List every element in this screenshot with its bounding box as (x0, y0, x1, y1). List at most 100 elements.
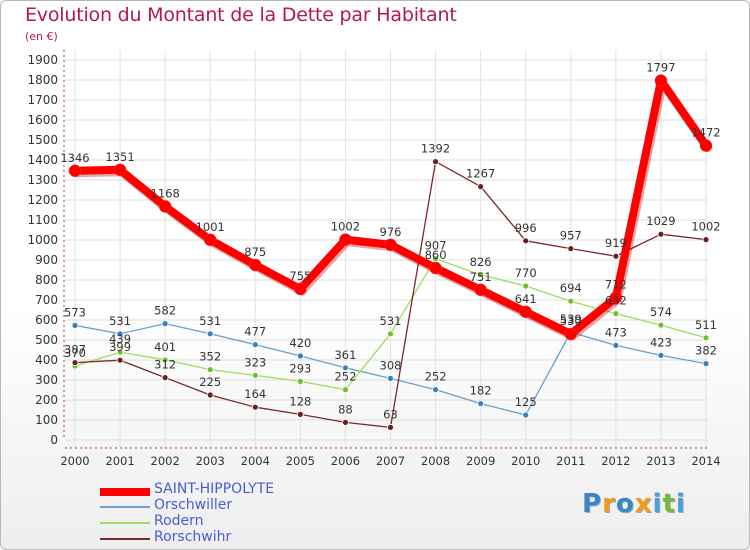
y-tick-label: 900 (35, 253, 58, 267)
point-rodern (342, 386, 349, 394)
point-rodern (116, 348, 124, 356)
point-rorschwihr (702, 236, 710, 244)
point-rodern (296, 377, 304, 385)
x-tick-label: 2009 (466, 454, 495, 468)
point-rorschwihr (522, 237, 530, 245)
point-saint-hippolyte (654, 74, 668, 87)
y-tick-label: 0 (50, 433, 58, 447)
point-rodern (612, 310, 620, 318)
legend-label: Rorschwihr (154, 529, 232, 545)
point-saint-hippolyte (158, 200, 172, 213)
point-rodern (161, 356, 169, 364)
data-label-orschwiller: 573 (64, 305, 86, 319)
logo-letter: t (662, 489, 676, 519)
point-orschwiller (206, 330, 214, 338)
x-tick-label: 2001 (105, 454, 134, 468)
data-label-orschwiller: 252 (425, 370, 447, 384)
point-rodern (387, 330, 394, 338)
data-label-orschwiller: 125 (515, 395, 537, 409)
data-label-rodern: 632 (605, 294, 627, 308)
data-label-saint-hippolyte: 875 (244, 245, 266, 259)
logo-letter: x (634, 489, 653, 519)
legend-swatch (100, 538, 150, 540)
data-label-saint-hippolyte: 1797 (646, 61, 675, 75)
data-label-saint-hippolyte: 712 (605, 278, 627, 292)
point-rodern (251, 371, 259, 379)
legend-swatch (100, 522, 150, 524)
legend-item-saint-hippolyte: SAINT-HIPPOLYTE (100, 481, 350, 498)
data-label-orschwiller: 531 (109, 314, 131, 328)
x-tick-label: 2012 (601, 454, 630, 468)
data-label-rorschwihr: 1267 (466, 167, 495, 181)
point-rorschwihr (161, 374, 169, 382)
data-label-saint-hippolyte: 1472 (691, 126, 720, 140)
y-tick-label: 700 (35, 293, 58, 307)
data-label-orschwiller: 182 (470, 384, 492, 398)
data-label-rorschwihr: 1392 (421, 142, 450, 156)
x-tick-label: 2011 (556, 454, 585, 468)
point-rorschwihr (206, 391, 214, 399)
data-label-rodern: 574 (650, 305, 672, 319)
data-label-orschwiller: 420 (289, 336, 311, 350)
point-saint-hippolyte (249, 258, 262, 272)
x-tick-label: 2010 (511, 454, 540, 468)
axes: 0 100 200 300 400 500 600 700 800 900 1000 1100 1200… (27, 50, 721, 468)
y-tick-label: 1800 (27, 73, 58, 87)
y-tick-label: 1600 (27, 113, 58, 127)
data-labels: 573 531 582 531 477 420 361 308 252 182 125 539 473 4… (60, 61, 720, 422)
x-tick-label: 2005 (286, 454, 315, 468)
x-tick-label: 2003 (196, 454, 225, 468)
point-saint-hippolyte (384, 238, 397, 252)
chart-title: Evolution du Montant de la Dette par Hab… (25, 4, 457, 26)
data-label-orschwiller: 477 (244, 325, 266, 339)
point-saint-hippolyte (429, 261, 442, 275)
point-orschwiller (116, 330, 124, 338)
y-tick-label: 500 (35, 333, 58, 347)
point-orschwiller (612, 341, 620, 349)
point-saint-hippolyte (564, 327, 578, 341)
chart-subtitle: (en €) (25, 30, 58, 43)
y-tick-label: 1300 (27, 173, 58, 187)
data-label-rodern: 293 (289, 361, 311, 375)
data-label-rorschwihr: 957 (560, 229, 582, 243)
legend-label: Orschwiller (154, 497, 233, 513)
point-rorschwihr (296, 410, 304, 418)
data-label-saint-hippolyte: 1001 (196, 220, 225, 234)
point-orschwiller (251, 341, 259, 349)
data-label-saint-hippolyte: 1168 (151, 186, 180, 200)
y-tick-label: 600 (35, 313, 58, 327)
data-label-rorschwihr: 996 (515, 221, 537, 235)
point-orschwiller (342, 364, 349, 372)
proxiti-logo: Proxiti (582, 489, 686, 519)
y-tick-label: 200 (35, 393, 58, 407)
point-saint-hippolyte (699, 139, 713, 152)
data-label-rodern: 352 (199, 350, 221, 364)
data-label-saint-hippolyte: 976 (380, 225, 402, 239)
point-orschwiller (71, 321, 79, 329)
data-label-orschwiller: 531 (199, 314, 221, 328)
point-rorschwihr (567, 245, 575, 253)
data-label-rorschwihr: 1029 (646, 214, 675, 228)
point-rorschwihr (432, 158, 439, 166)
point-saint-hippolyte (519, 305, 532, 319)
legend-item-rodern: Rodern (100, 513, 350, 530)
data-label-saint-hippolyte: 1346 (60, 151, 89, 165)
data-label-rodern: 370 (64, 346, 86, 360)
y-tick-label: 1700 (27, 93, 58, 107)
point-orschwiller (522, 411, 530, 419)
grid (65, 50, 708, 448)
point-saint-hippolyte (203, 233, 217, 247)
point-orschwiller (477, 400, 485, 408)
point-rorschwihr (657, 230, 665, 238)
x-tick-label: 2013 (646, 454, 675, 468)
legend-swatch (100, 506, 150, 508)
y-tick-label: 1900 (27, 53, 58, 67)
data-label-orschwiller: 308 (380, 358, 402, 372)
point-rodern (522, 282, 530, 290)
y-tick-label: 300 (35, 373, 58, 387)
y-tick-label: 1100 (27, 213, 58, 227)
data-label-orschwiller: 361 (334, 348, 356, 362)
point-rorschwihr (612, 252, 620, 260)
y-tick-label: 1000 (27, 233, 58, 247)
